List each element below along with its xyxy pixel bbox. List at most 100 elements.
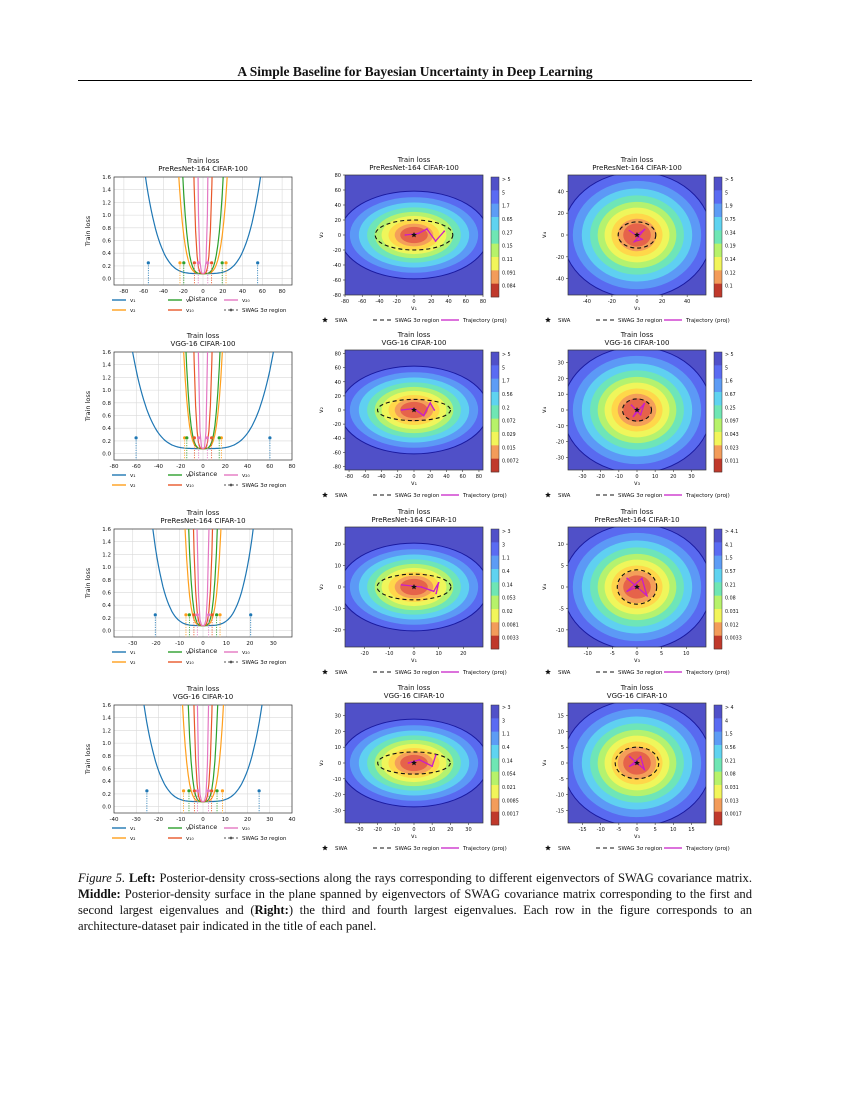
y-tick-label: 30 [335,714,341,720]
x-tick-label: 30 [688,474,694,480]
x-tick-label: 60 [463,299,469,305]
sigma-point-v20 [195,613,199,617]
colorbar-label: 0.011 [725,459,739,465]
y-tick-label: 5 [561,745,564,751]
y-tick-label: 0.6 [102,239,111,245]
x-tick-label: 0 [201,464,205,470]
x-tick-label: 0 [412,474,415,480]
x-tick-label: -5 [610,651,615,657]
colorbar-label: 1.7 [502,204,510,210]
x-tick-label: -10 [175,641,184,647]
legend-swatch [545,669,551,675]
header-rule [78,80,752,81]
x-tick-label: -80 [345,474,353,480]
y-tick-label: -80 [333,293,341,299]
colorbar-label: 0.0072 [502,459,519,465]
colorbar-segment [714,432,722,446]
chart-subtitle: VGG-16 CIFAR-10 [384,692,444,700]
colorbar-label: > 5 [725,177,734,183]
y-tick-label: 40 [335,380,341,386]
colorbar-label: 0.21 [725,758,736,764]
legend-entry: v₂ [130,308,135,314]
sigma-point-v1 [256,261,260,265]
legend-entry: v₂₀ [242,473,250,479]
colorbar-label: 5 [502,190,505,196]
y-tick-label: -20 [556,255,564,261]
chart-title: Train loss [186,332,220,340]
y-axis-label: v₂ [318,759,325,766]
plot-frame [113,528,293,638]
y-tick-label: 1.0 [102,741,111,747]
swag-sigma-region [621,398,653,422]
colorbar-label: 0.57 [725,569,736,575]
chart-subtitle: VGG-16 CIFAR-100 [605,339,670,347]
x-tick-label: 40 [445,299,451,305]
colorbar-segment [491,203,499,218]
legend-entry: v₁₀ [186,483,194,489]
swa-star [411,584,417,590]
running-title: A Simple Baseline for Bayesian Uncertain… [237,64,593,79]
y-tick-label: 1.2 [102,375,111,381]
colorbar-segment [491,217,499,231]
legend-entry: v₁₀ [186,836,194,842]
x-axis-label: v₃ [634,833,641,840]
x-tick-label: 10 [222,817,229,823]
x-tick-label: 10 [683,651,689,657]
x-tick-label: 80 [279,289,286,295]
legend-entry: v₁ [130,650,135,656]
x-tick-label: 80 [480,299,486,305]
y-tick-label: 1.2 [102,200,111,206]
colorbar-segment [714,718,722,732]
sigma-point-v10 [192,436,196,440]
x-tick-label: 10 [429,827,435,833]
x-tick-label: -20 [597,474,605,480]
colorbar-segment [491,283,499,298]
y-tick-label: 0.0 [102,277,111,283]
colorbar-segment [491,378,499,393]
legend-entry: v₂₀ [242,826,250,832]
legend-swatch [229,308,233,312]
contour-field [568,350,706,470]
sigma-point-v10 [210,436,214,440]
colorbar-label: 0.097 [725,419,739,425]
legend-entry: Trajectory (proj) [685,493,730,499]
chart-subtitle: VGG-16 CIFAR-100 [382,339,447,347]
colorbar-segment [491,731,499,746]
y-tick-label: -15 [556,808,564,814]
chart-title: Train loss [397,156,431,164]
legend-entry: Trajectory (proj) [685,670,730,676]
colorbar-segment [714,203,722,218]
y-tick-label: 0.8 [102,754,111,760]
colorbar-label: 0.1 [725,284,733,290]
y-tick-label: 0.0 [102,452,111,458]
colorbar-segment [714,798,722,812]
swag-sigma-region [616,569,658,605]
legend-entry: Trajectory (proj) [462,318,507,324]
legend-swatch [545,845,551,851]
colorbar-segment [714,811,722,826]
legend-entry: SWA [558,318,571,324]
colorbar-label: 0.023 [725,445,739,451]
legend-entry: Trajectory (proj) [685,846,730,852]
y-tick-label: 30 [558,361,564,367]
colorbar-segment [491,582,499,596]
colorbar-label: 0.11 [502,257,513,263]
swag-sigma-region [374,219,454,251]
x-tick-label: 15 [688,827,694,833]
colorbar-label: 0.4 [502,569,510,575]
sigma-point-v5 [220,261,224,265]
colorbar-segment [714,609,722,623]
chart-subtitle: VGG-16 CIFAR-100 [171,340,236,348]
x-tick-label: -80 [119,289,128,295]
sigma-point-v20 [197,436,201,440]
y-tick-label: 0 [561,585,564,591]
legend-entry: v₅ [186,473,191,479]
colorbar-segment [714,758,722,772]
x-tick-label: -40 [377,474,385,480]
x-tick-label: -30 [132,817,141,823]
y-tick-label: -10 [333,777,341,783]
colorbar-label: 5 [502,365,505,371]
trajectory-point [628,229,631,232]
sigma-point-v2 [218,613,222,617]
